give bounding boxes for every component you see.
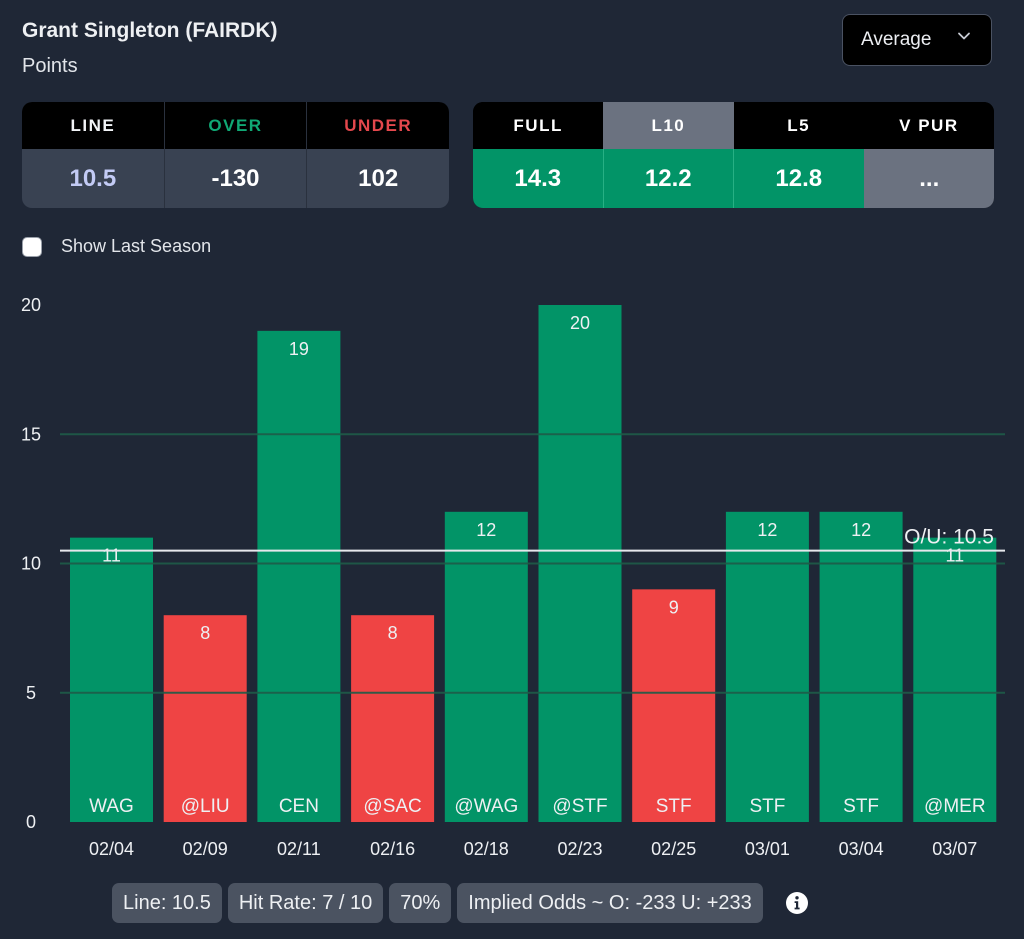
show-last-season-toggle[interactable]: Show Last Season — [22, 236, 211, 257]
bar — [444, 511, 528, 822]
bar — [70, 537, 153, 822]
bar-opponent-label: @STF — [552, 796, 607, 817]
tab-l10[interactable]: L10 — [603, 102, 734, 149]
bar — [351, 615, 435, 822]
bar-value-label: 8 — [388, 623, 398, 643]
bar-value-label: 20 — [570, 313, 590, 333]
bar — [257, 330, 341, 822]
hit-percent-chip: 70% — [389, 883, 452, 923]
y-tick-label: 5 — [26, 683, 36, 703]
bar-opponent-label: CEN — [279, 796, 319, 817]
bar-opponent-label: @WAG — [454, 796, 518, 817]
x-tick-label: 03/01 — [745, 839, 790, 859]
bar-opponent-label: STF — [749, 796, 785, 817]
dropdown-selected-label: Average — [861, 29, 932, 50]
bar-opponent-label: STF — [843, 796, 879, 817]
tab-full[interactable]: FULL — [513, 115, 563, 135]
line-chip: Line: 10.5 — [112, 883, 222, 923]
summary-chips: Line: 10.5 Hit Rate: 7 / 10 70% Implied … — [112, 883, 809, 923]
avg-full-value: 14.3 — [473, 149, 603, 208]
y-tick-label: 20 — [21, 295, 41, 315]
y-tick-label: 15 — [21, 424, 41, 444]
tab-l5[interactable]: L5 — [787, 115, 811, 135]
info-icon[interactable] — [785, 891, 809, 915]
odds-line-value: 10.5 — [69, 164, 117, 192]
odds-under-value: 102 — [306, 149, 449, 208]
bar — [632, 589, 716, 822]
odds-header-line: LINE — [70, 115, 116, 135]
bar-value-label: 12 — [476, 520, 496, 540]
bar-value-label: 12 — [757, 520, 777, 540]
odds-header-under: UNDER — [306, 102, 449, 149]
bar-value-label: 19 — [289, 339, 309, 359]
player-title: Grant Singleton (FAIRDK) — [22, 19, 278, 42]
avg-v-pur-value: ... — [863, 149, 994, 208]
x-tick-label: 02/23 — [557, 839, 602, 859]
stat-subtitle: Points — [22, 55, 78, 77]
bar — [163, 615, 247, 822]
ou-reference-label: O/U: 10.5 — [904, 526, 994, 549]
points-bar-chart: 0510152011WAG02/048@LIU02/0919CEN02/118@… — [21, 295, 1005, 859]
x-tick-label: 03/07 — [932, 839, 977, 859]
odds-header-over: OVER — [163, 102, 307, 149]
chevron-down-icon — [958, 32, 970, 40]
odds-table: LINE OVER UNDER 10.5 -130 102 — [22, 102, 449, 208]
tab-v-pur[interactable]: V PUR — [899, 115, 959, 135]
x-tick-label: 02/11 — [277, 839, 321, 859]
x-tick-label: 02/09 — [183, 839, 228, 859]
bar-opponent-label: STF — [656, 796, 692, 817]
x-tick-label: 02/25 — [651, 839, 696, 859]
bar — [819, 511, 903, 822]
bar-opponent-label: @SAC — [363, 796, 421, 817]
bar-opponent-label: @MER — [924, 796, 986, 817]
odds-over-value: -130 — [163, 149, 307, 208]
hit-rate-chip: Hit Rate: 7 / 10 — [227, 883, 384, 923]
y-tick-label: 10 — [21, 554, 41, 574]
average-dropdown[interactable]: Average — [842, 14, 992, 66]
implied-odds-chip: Implied Odds ~ O: -233 U: +233 — [457, 883, 763, 923]
avg-l10-value: 12.2 — [602, 149, 733, 208]
bar-opponent-label: WAG — [89, 796, 134, 817]
bar-opponent-label: @LIU — [181, 796, 230, 817]
x-tick-label: 02/04 — [89, 839, 134, 859]
x-tick-label: 02/18 — [464, 839, 509, 859]
x-tick-label: 02/16 — [370, 839, 415, 859]
show-last-season-label: Show Last Season — [61, 236, 212, 256]
bar — [725, 511, 809, 822]
y-tick-label: 0 — [26, 812, 36, 832]
bar-value-label: 8 — [200, 623, 210, 643]
bar — [913, 537, 997, 822]
bar-value-label: 9 — [669, 597, 679, 617]
x-tick-label: 03/04 — [839, 839, 884, 859]
avg-l5-value: 12.8 — [733, 149, 864, 208]
show-last-season-checkbox[interactable] — [22, 236, 42, 257]
bar-value-label: 12 — [851, 520, 871, 540]
averages-table: FULL L10 L5 V PUR 14.3 12.2 12.8 ... — [473, 102, 994, 208]
